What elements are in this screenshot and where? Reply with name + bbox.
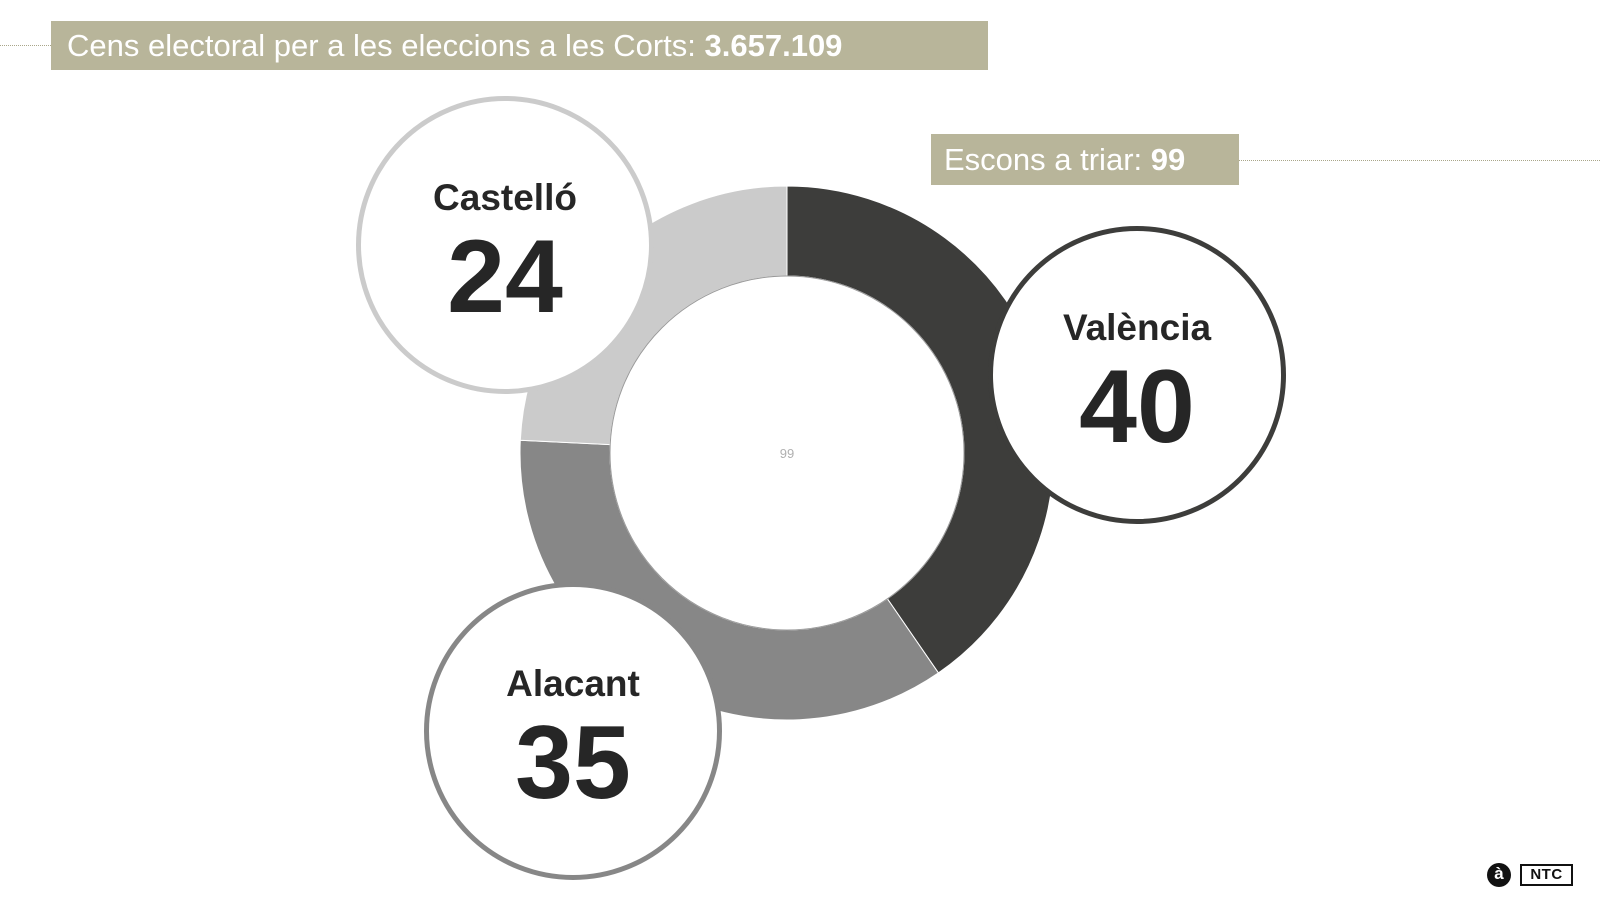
bubble-alacant: Alacant 35 bbox=[424, 582, 722, 880]
bubble-valencia: València 40 bbox=[988, 226, 1286, 524]
seats-value: 99 bbox=[1150, 142, 1186, 177]
seats-dotted-line bbox=[1239, 160, 1600, 161]
title-dotted-line bbox=[0, 45, 51, 46]
label-castello-value: 24 bbox=[447, 219, 563, 335]
broadcaster-logo: à NTC bbox=[1487, 861, 1575, 889]
donut-hole bbox=[609, 275, 965, 631]
label-valencia-value: 40 bbox=[1079, 349, 1195, 465]
logo-ntc-text: NTC bbox=[1520, 864, 1573, 886]
census-title-text: Cens electoral per a les eleccions a les… bbox=[67, 28, 705, 63]
bubble-castello: Castelló 24 bbox=[356, 96, 654, 394]
seats-label-text: Escons a triar: bbox=[944, 142, 1151, 177]
label-alacant-name: Alacant bbox=[506, 663, 640, 704]
label-valencia-name: València bbox=[1062, 307, 1212, 348]
census-value: 3.657.109 bbox=[704, 28, 843, 63]
logo-a-icon: à bbox=[1487, 863, 1511, 887]
donut-center-label: 99 bbox=[780, 446, 794, 461]
seats-label: Escons a triar: 99 bbox=[931, 134, 1239, 185]
census-title: Cens electoral per a les eleccions a les… bbox=[51, 21, 988, 70]
label-castello-name: Castelló bbox=[433, 177, 577, 218]
label-alacant-value: 35 bbox=[515, 705, 631, 821]
